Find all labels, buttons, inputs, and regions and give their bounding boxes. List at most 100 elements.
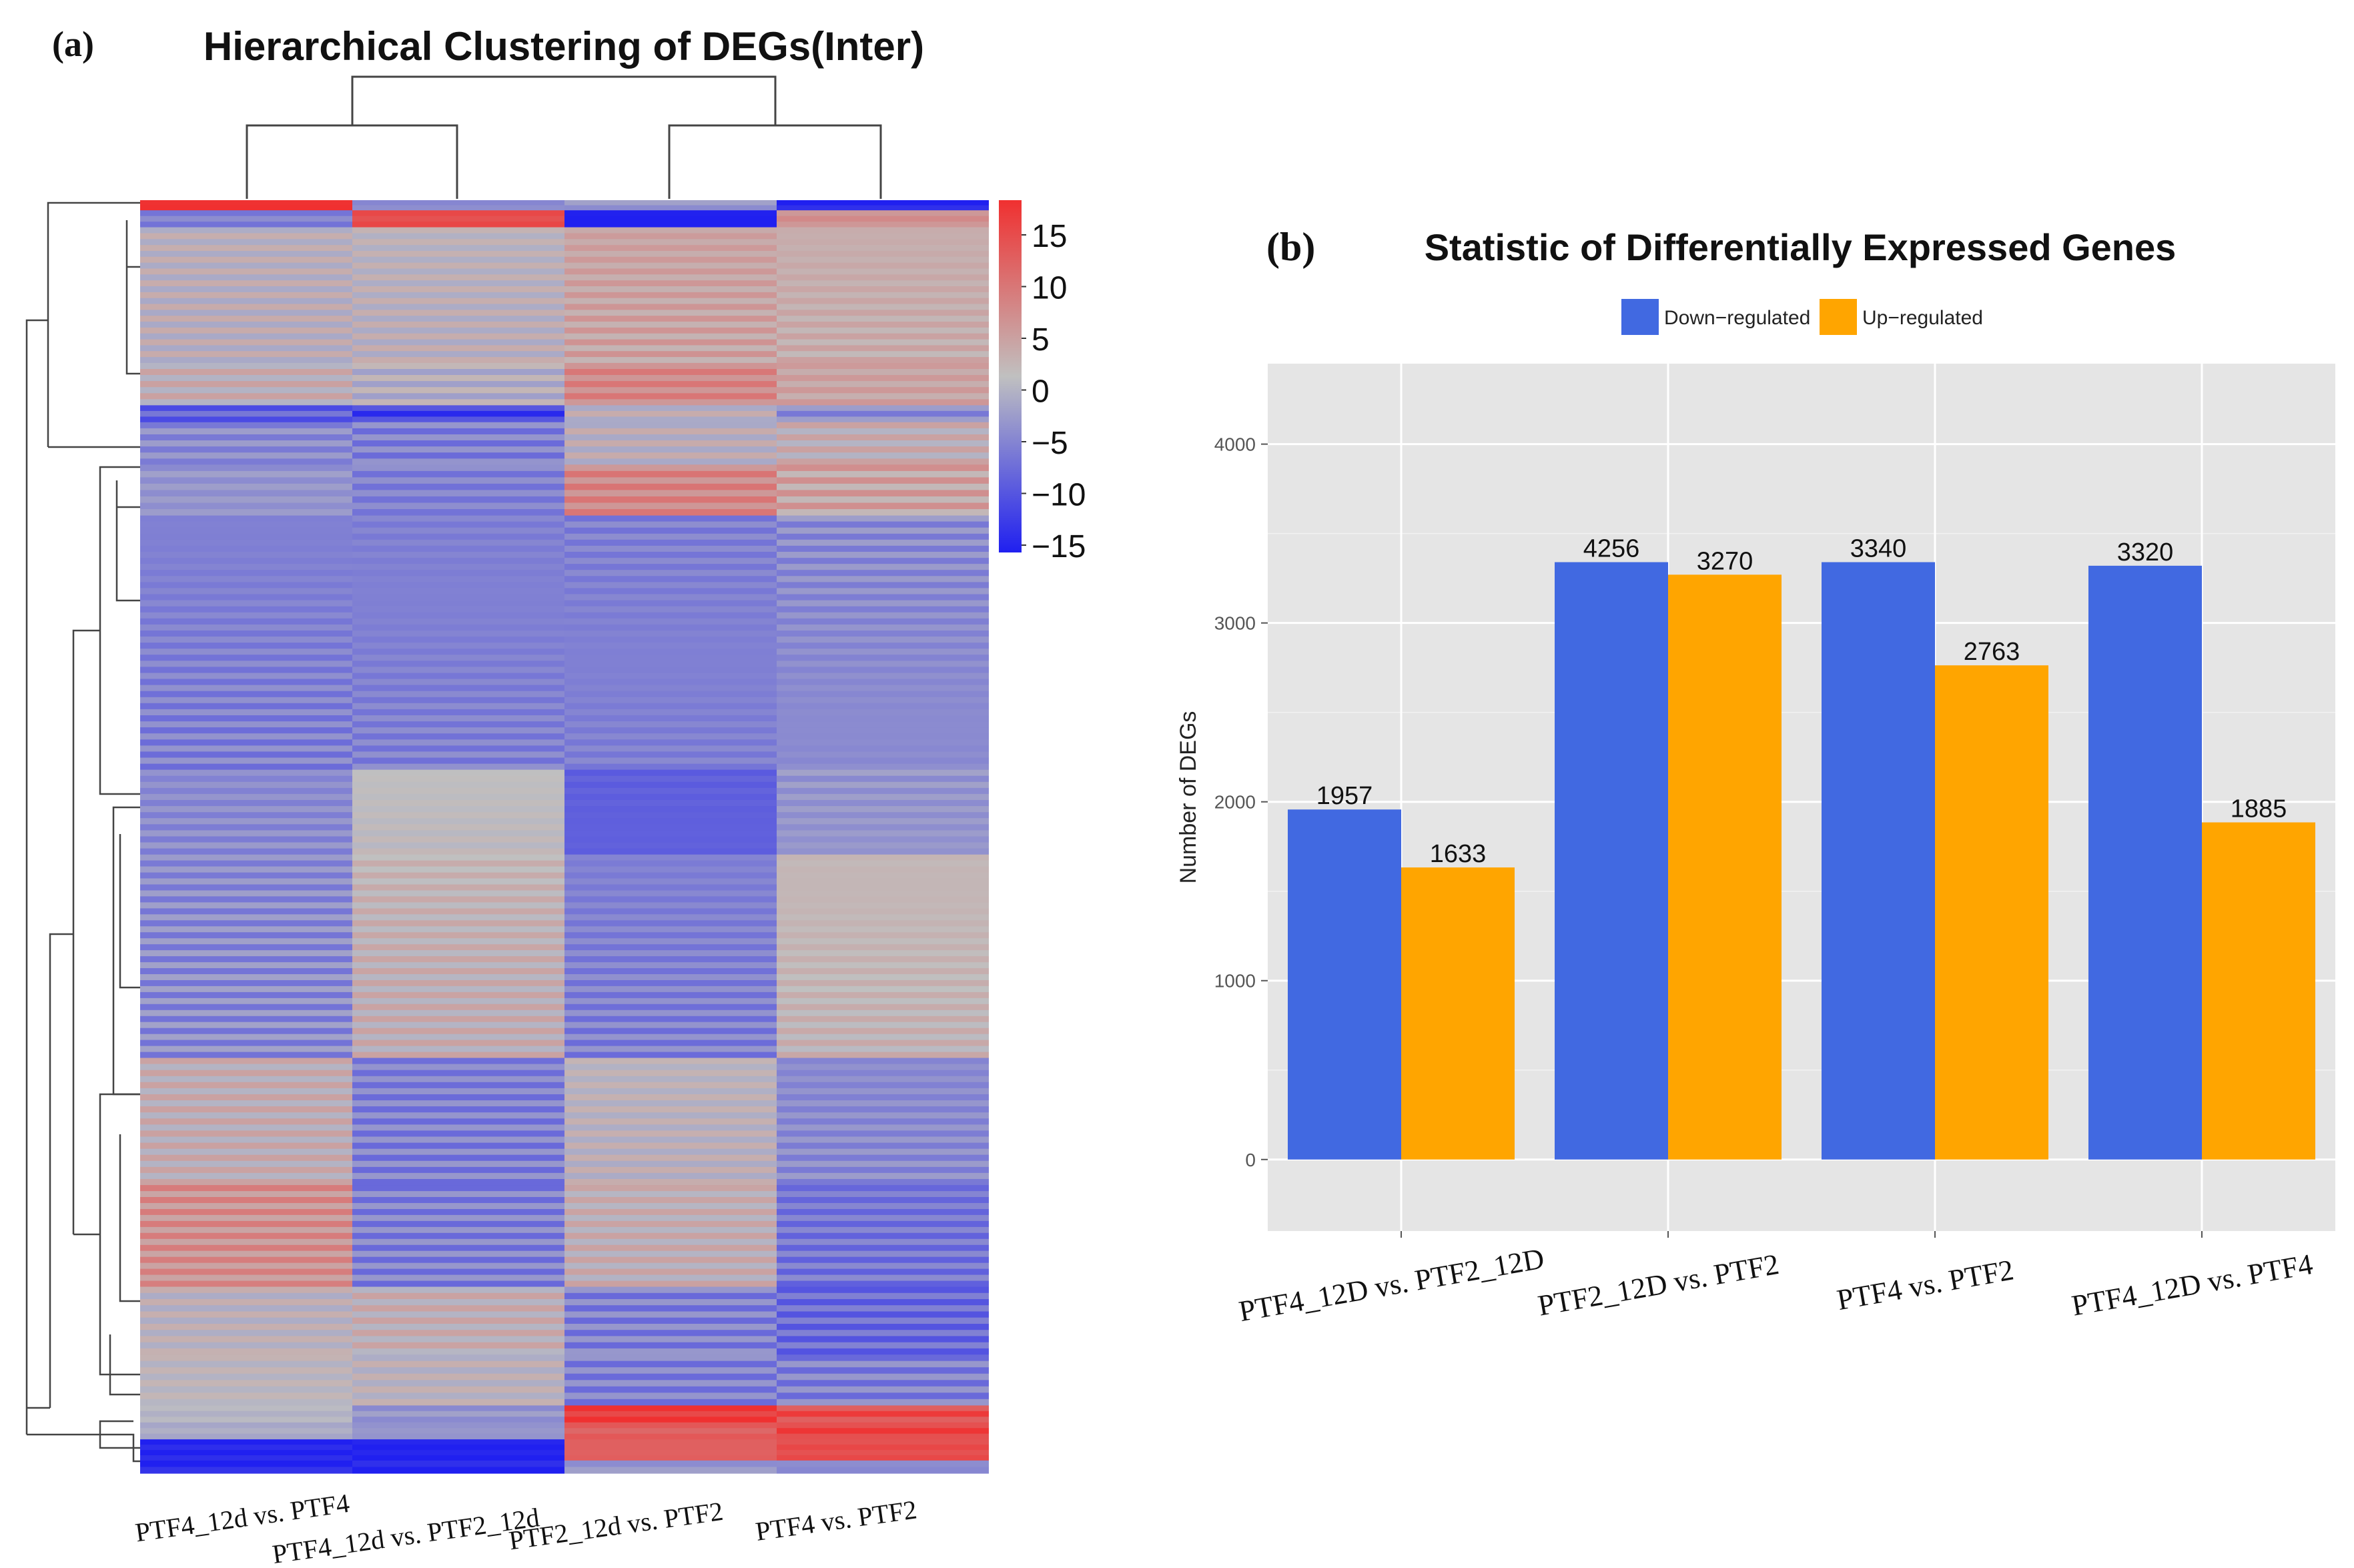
heatmap-cell	[564, 458, 777, 465]
heatmap-cell	[564, 793, 777, 801]
heatmap-cell	[352, 1088, 564, 1095]
heatmap-cell	[564, 1250, 777, 1258]
heatmap-cell	[564, 327, 777, 334]
heatmap-cell	[564, 216, 777, 222]
heatmap-cell	[777, 1324, 989, 1330]
heatmap-cell	[564, 1445, 777, 1451]
heatmap-cell	[140, 745, 352, 753]
heatmap-cell	[140, 1052, 352, 1059]
heatmap-cell	[140, 1244, 352, 1252]
heatmap-cell	[352, 1445, 564, 1451]
heatmap-cell	[564, 1028, 777, 1035]
heatmap-cell	[564, 1046, 777, 1053]
heatmap-cell	[564, 992, 777, 999]
heatmap-cell	[564, 968, 777, 975]
heatmap-cell	[352, 1367, 564, 1375]
heatmap-cell	[777, 685, 989, 692]
heatmap-cell	[564, 1360, 777, 1368]
heatmap-cell	[352, 405, 564, 412]
heatmap-cell	[564, 339, 777, 346]
heatmap-cell	[564, 643, 777, 649]
heatmap-cell	[564, 1393, 777, 1400]
heatmap-cell	[352, 890, 564, 897]
heatmap-cell	[564, 1034, 777, 1041]
heatmap-cell	[777, 458, 989, 465]
heatmap-cell	[140, 1034, 352, 1041]
heatmap-cell	[777, 920, 989, 927]
legend-label-up: Up−regulated	[1862, 307, 1983, 329]
heatmap-cell	[564, 1209, 777, 1216]
panel-a-label: (a)	[52, 24, 94, 64]
heatmap-cell	[777, 298, 989, 305]
heatmap-cell	[140, 980, 352, 987]
heatmap-cell	[140, 1367, 352, 1375]
heatmap-cell	[352, 416, 564, 423]
heatmap-cell	[140, 703, 352, 710]
heatmap-cell	[140, 1455, 352, 1461]
heatmap-cell	[352, 998, 564, 1005]
heatmap-cell	[777, 262, 989, 270]
heatmap-cell	[352, 1286, 564, 1294]
heatmap-cell	[564, 362, 777, 370]
heatmap-cell	[352, 1232, 564, 1240]
heatmap-cell	[140, 926, 352, 933]
heatmap-cell	[564, 490, 777, 497]
heatmap-cell	[352, 1185, 564, 1192]
heatmap-cell	[140, 1070, 352, 1077]
heatmap-cell	[564, 1172, 777, 1180]
heatmap-cell	[352, 685, 564, 692]
heatmap-cell	[140, 938, 352, 945]
heatmap-cell	[777, 470, 989, 478]
heatmap-cell	[564, 1016, 777, 1023]
heatmap-cell	[352, 558, 564, 564]
heatmap-cell	[777, 1311, 989, 1318]
heatmap-cell	[352, 637, 564, 643]
heatmap-cell	[777, 274, 989, 281]
heatmap-cell	[140, 661, 352, 667]
heatmap-cell	[140, 1292, 352, 1300]
heatmap-cell	[140, 1348, 352, 1355]
heatmap-cell	[777, 399, 989, 406]
heatmap-cell	[352, 464, 564, 472]
heatmap-cell	[564, 298, 777, 305]
heatmap-cell	[140, 1256, 352, 1264]
heatmap-cell	[564, 854, 777, 861]
heatmap-cell	[777, 775, 989, 783]
heatmap-cell	[777, 216, 989, 222]
heatmap-cell	[352, 1226, 564, 1234]
heatmap-column-label: PTF4 vs. PTF2	[753, 1494, 918, 1546]
heatmap-cell	[140, 1433, 352, 1440]
heatmap-cell	[352, 1130, 564, 1138]
heatmap-cell	[140, 956, 352, 963]
heatmap-cell	[564, 1305, 777, 1312]
heatmap-cell	[140, 1130, 352, 1138]
heatmap-cell	[777, 1040, 989, 1047]
heatmap-cell	[777, 200, 989, 206]
heatmap-cell	[140, 1311, 352, 1318]
heatmap-cell	[352, 1422, 564, 1429]
heatmap-cell	[352, 262, 564, 270]
heatmap-cell	[777, 667, 989, 674]
heatmap-cell	[352, 1172, 564, 1180]
heatmap-cell	[140, 793, 352, 801]
heatmap-cell	[777, 1112, 989, 1119]
heatmap-cell	[777, 227, 989, 234]
heatmap-cell	[777, 1100, 989, 1107]
heatmap-cell	[564, 920, 777, 927]
heatmap-cell	[564, 1367, 777, 1375]
heatmap-cell	[777, 570, 989, 576]
heatmap-cell	[140, 564, 352, 570]
heatmap-cell	[352, 860, 564, 867]
heatmap-cell	[140, 1445, 352, 1451]
heatmap-cell	[777, 1399, 989, 1406]
heatmap-cell	[564, 256, 777, 264]
heatmap-cell	[564, 739, 777, 746]
heatmap-cell	[564, 1450, 777, 1456]
heatmap-cell	[140, 440, 352, 447]
heatmap-cell	[352, 1118, 564, 1125]
heatmap-cell	[777, 286, 989, 293]
heatmap-cell	[564, 310, 777, 316]
heatmap-cell	[564, 866, 777, 873]
heatmap-cell	[564, 1148, 777, 1156]
